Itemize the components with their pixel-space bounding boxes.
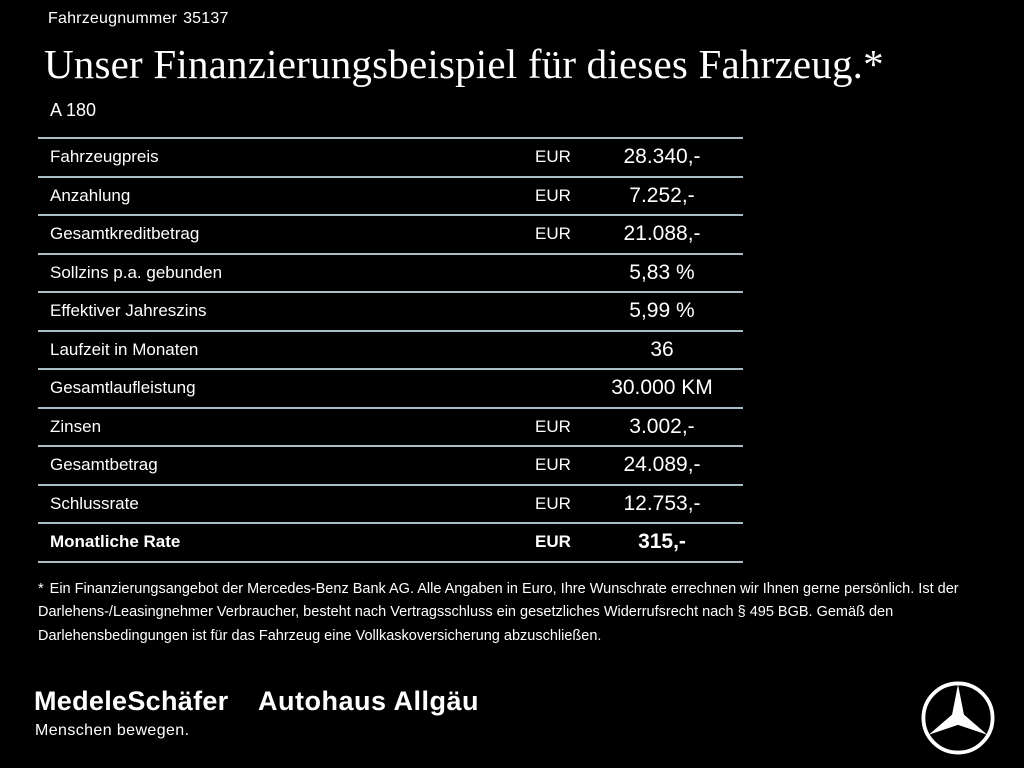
- row-value: 24.089,-: [623, 453, 701, 477]
- row-currency: EUR: [535, 455, 571, 475]
- row-value: 5,99 %: [629, 299, 695, 323]
- row-value: 5,83 %: [629, 260, 695, 284]
- table-row: Effektiver Jahreszins 5,99 %: [38, 293, 743, 332]
- row-label: Effektiver Jahreszins: [50, 301, 207, 321]
- finance-table: Fahrzeugpreis EUR 28.340,- Anzahlung EUR…: [38, 137, 743, 563]
- row-label: Gesamtkreditbetrag: [50, 224, 200, 244]
- row-label: Anzahlung: [50, 185, 131, 205]
- vehicle-number: Fahrzeugnummer 35137: [48, 10, 229, 28]
- row-value: 3.002,-: [629, 414, 695, 438]
- table-row: Sollzins p.a. gebunden 5,83 %: [38, 255, 743, 293]
- table-row: Gesamtbetrag EUR 24.089,-: [38, 447, 743, 486]
- row-label: Monatliche Rate: [50, 532, 181, 552]
- row-label: Schlussrate: [50, 493, 139, 513]
- footer: MedeleSchäfer Menschen bewegen. Autohaus…: [0, 678, 1024, 768]
- footnote-text: Ein Finanzierungsangebot der Mercedes-Be…: [38, 581, 959, 644]
- finance-table-body: Fahrzeugpreis EUR 28.340,- Anzahlung EUR…: [38, 139, 743, 563]
- page-title: Unser Finanzierungsbeispiel für dieses F…: [44, 41, 884, 87]
- table-row: Gesamtlaufleistung 30.000 KM: [38, 370, 743, 409]
- row-currency: EUR: [535, 493, 571, 513]
- table-row: Schlussrate EUR 12.753,-: [38, 486, 743, 524]
- row-label: Fahrzeugpreis: [50, 147, 159, 167]
- vehicle-number-value: 35137: [183, 10, 229, 27]
- table-row: Zinsen EUR 3.002,-: [38, 409, 743, 447]
- row-currency: EUR: [535, 224, 571, 244]
- table-row: Anzahlung EUR 7.252,-: [38, 178, 743, 216]
- row-label: Zinsen: [50, 416, 102, 436]
- table-row: Monatliche Rate EUR 315,-: [38, 524, 743, 563]
- row-value: 12.753,-: [623, 491, 701, 515]
- dealer-tagline: Menschen bewegen.: [35, 722, 190, 739]
- mercedes-star-icon: [920, 680, 996, 756]
- row-value: 28.340,-: [623, 145, 701, 169]
- footnote: * Ein Finanzierungsangebot der Mercedes-B…: [38, 578, 990, 648]
- row-label: Sollzins p.a. gebunden: [50, 262, 223, 282]
- table-row: Fahrzeugpreis EUR 28.340,-: [38, 139, 743, 178]
- row-currency: EUR: [535, 416, 571, 436]
- vehicle-number-label: Fahrzeugnummer: [48, 10, 178, 27]
- row-value: 30.000 KM: [611, 376, 713, 400]
- row-currency: EUR: [535, 532, 571, 552]
- row-currency: EUR: [535, 185, 571, 205]
- dealer-logo-medeleschaefer: MedeleSchäfer: [34, 686, 229, 716]
- row-value: 315,-: [638, 530, 686, 554]
- row-value: 21.088,-: [623, 222, 701, 246]
- table-row: Gesamtkreditbetrag EUR 21.088,-: [38, 216, 743, 255]
- row-value: 36: [650, 337, 674, 361]
- row-currency: EUR: [535, 147, 571, 167]
- table-row: Laufzeit in Monaten 36: [38, 332, 743, 370]
- footnote-marker: *: [38, 581, 44, 597]
- row-label: Gesamtbetrag: [50, 455, 158, 475]
- dealer-logo-autohaus-allgaeu: Autohaus Allgäu: [258, 686, 479, 716]
- vehicle-model: A 180: [50, 100, 97, 120]
- row-value: 7.252,-: [629, 183, 695, 207]
- row-label: Laufzeit in Monaten: [50, 339, 199, 359]
- row-label: Gesamtlaufleistung: [50, 378, 196, 398]
